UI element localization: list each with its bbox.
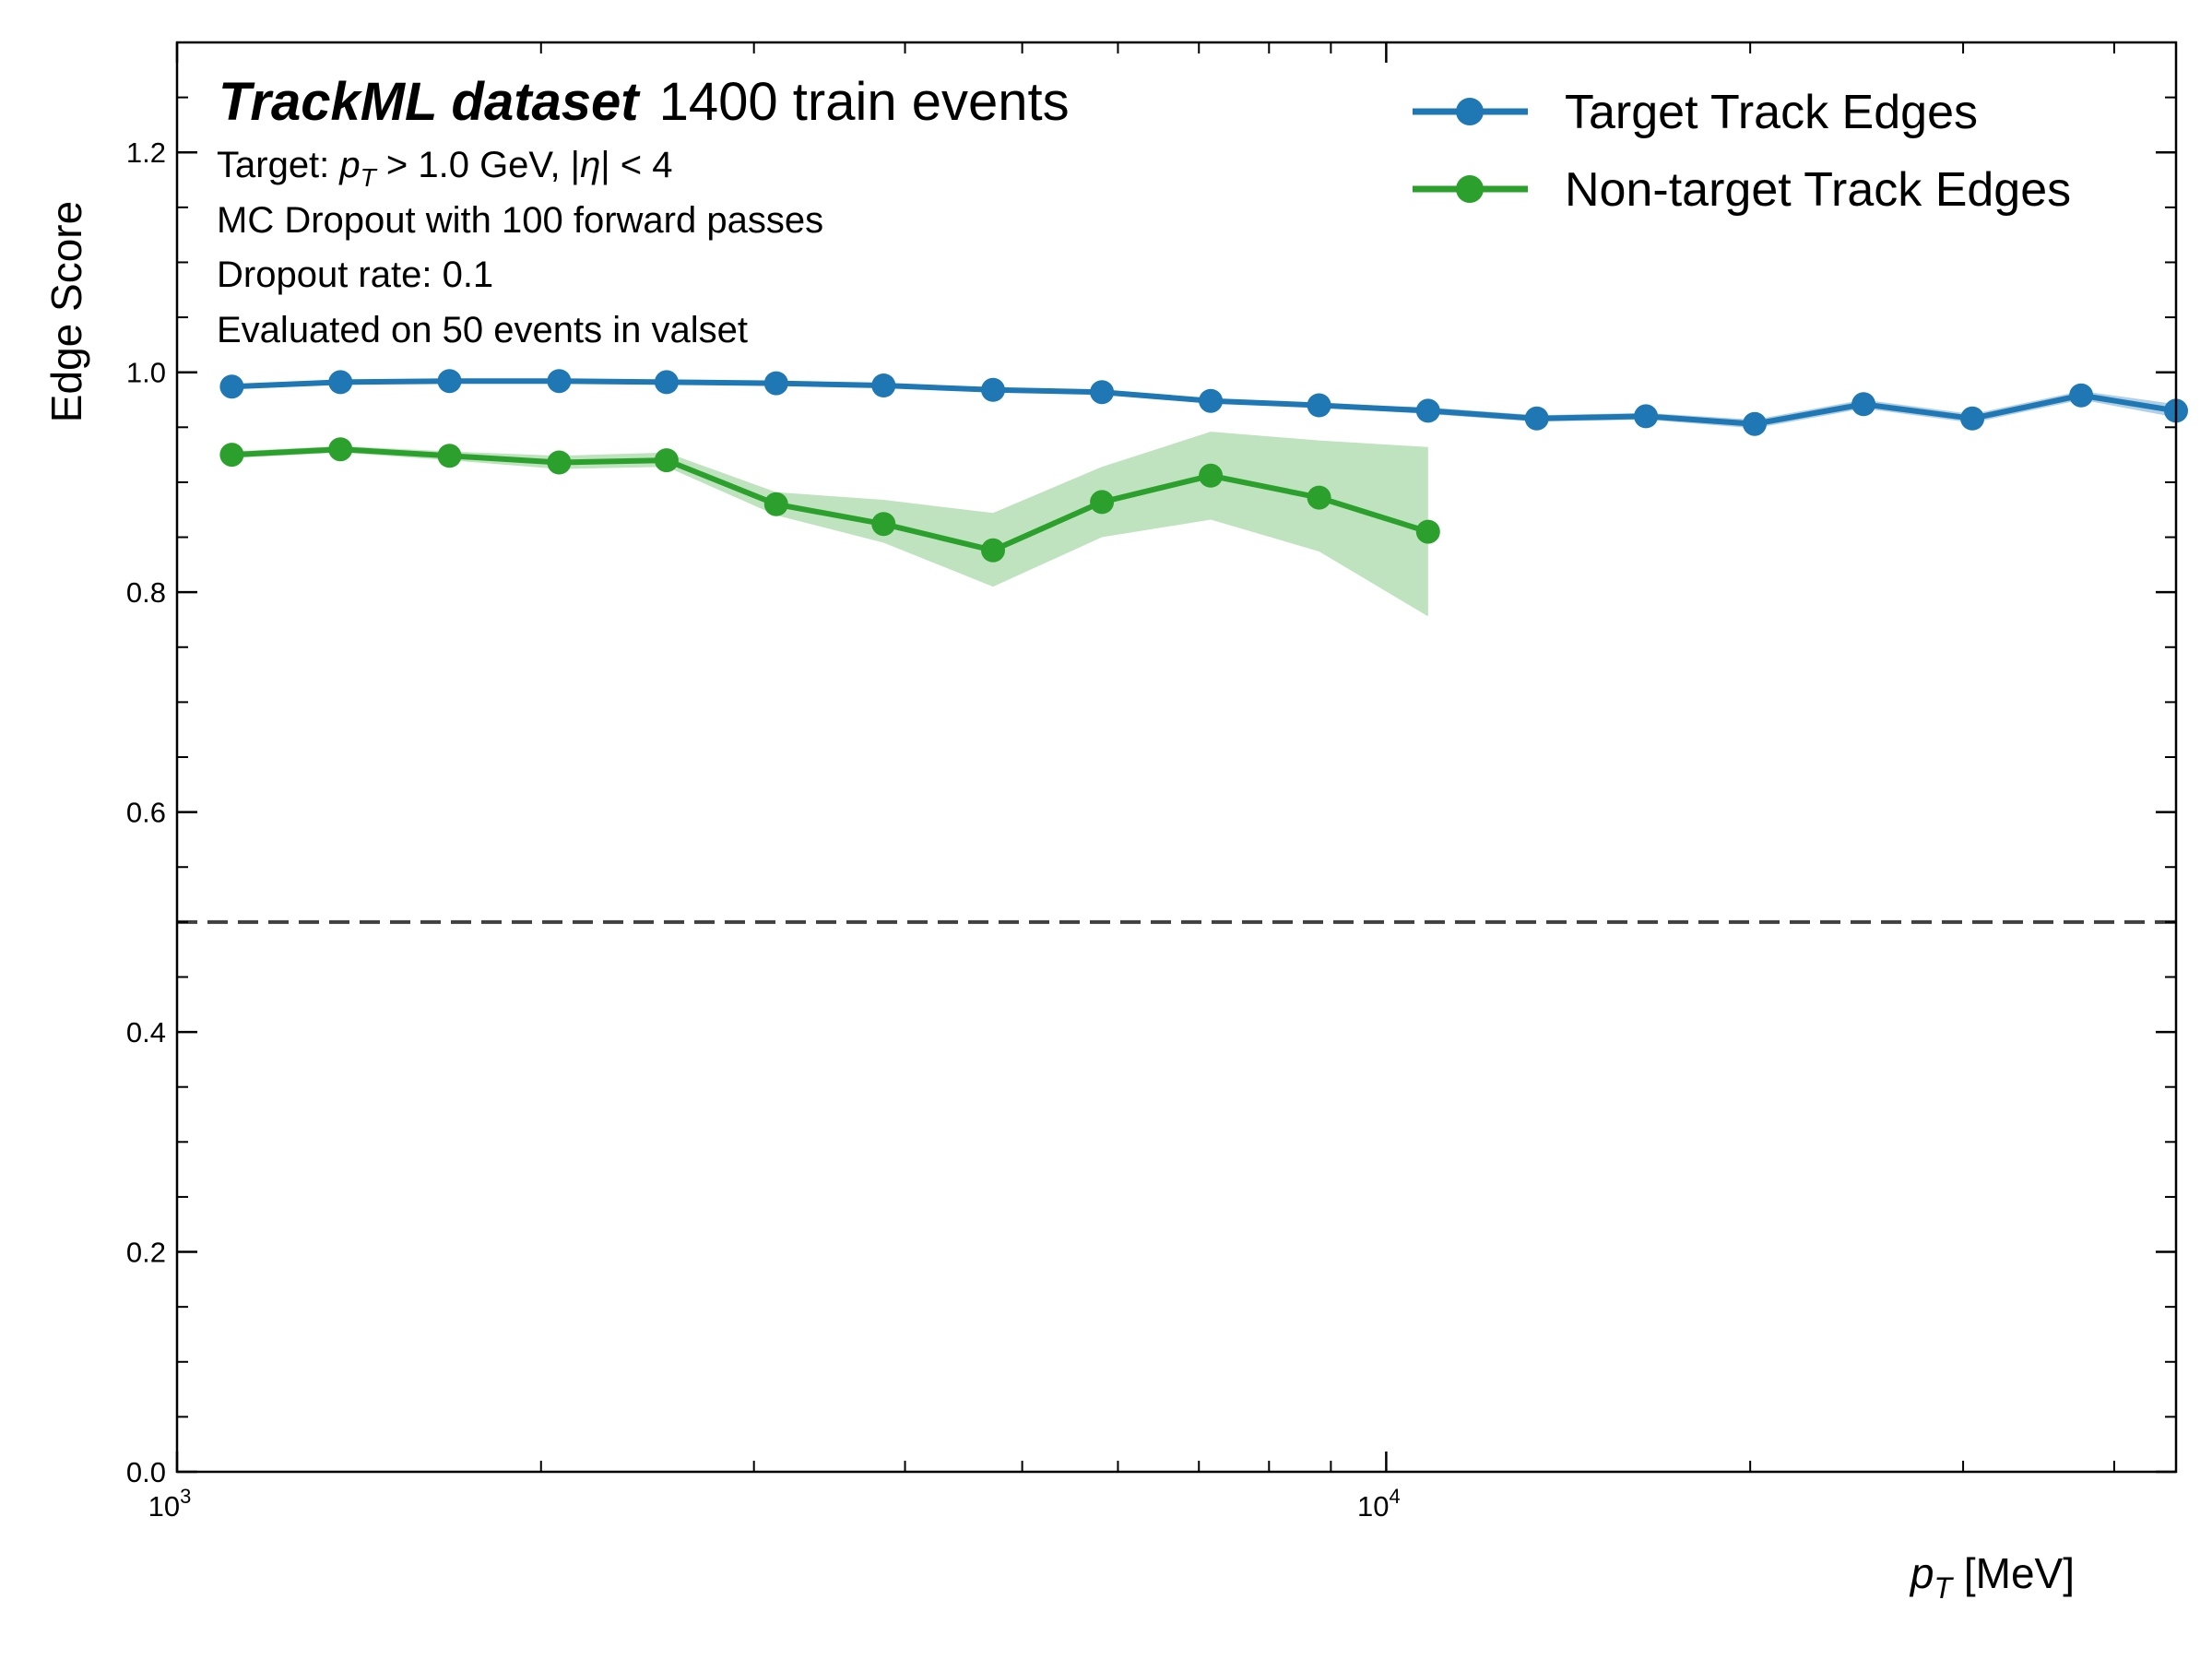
x-axis-label-sub: T (1934, 1571, 1955, 1605)
data-point-target (981, 377, 1005, 402)
data-point-target (654, 370, 679, 395)
x-tick-label-exp: 3 (180, 1485, 191, 1508)
annotation-target: Target: pT > 1.0 GeV, |η| < 4 (217, 145, 673, 192)
x-axis-label-symbol: p (1909, 1549, 1934, 1597)
data-point-target (1307, 393, 1331, 418)
data-point-target (1634, 404, 1659, 429)
data-point-non-target (981, 538, 1005, 563)
y-tick-label: 1.0 (126, 357, 166, 389)
data-point-target (219, 374, 244, 399)
annotation-target-rest: > 1.0 GeV, | (376, 145, 580, 185)
data-point-target (1199, 388, 1224, 413)
legend-label-non-target: Non-target Track Edges (1565, 163, 2071, 217)
data-point-non-target (1090, 490, 1115, 515)
data-point-non-target (871, 512, 896, 537)
data-point-target (1415, 398, 1440, 423)
x-tick-label-base: 10 (148, 1490, 180, 1523)
legend-marker-non-target (1456, 175, 1484, 203)
y-tick-label: 0.8 (126, 576, 166, 609)
annotation-target-tail: | < 4 (600, 145, 672, 185)
legend-label-target: Target Track Edges (1565, 86, 1978, 139)
data-point-non-target (1415, 519, 1440, 544)
data-point-non-target (219, 443, 244, 468)
data-point-non-target (763, 492, 788, 516)
data-point-target (1851, 392, 1876, 417)
annotation-target-pt-sub: T (361, 163, 378, 192)
annotation-target-prefix: Target: (217, 145, 339, 185)
data-point-target (871, 373, 896, 397)
data-point-target (1524, 406, 1549, 431)
annotation-line-2: MC Dropout with 100 forward passes (217, 200, 823, 241)
data-point-non-target (328, 437, 353, 462)
x-tick-label: 104 (1357, 1485, 1401, 1523)
band-non-target (231, 432, 1428, 617)
y-tick-label: 0.4 (126, 1016, 166, 1049)
annotation-line-4: Evaluated on 50 events in valset (217, 310, 748, 350)
chart-title-bold: TrackML dataset (219, 72, 641, 132)
data-point-non-target (547, 450, 572, 475)
bands-layer (231, 380, 2177, 617)
data-point-target (2069, 383, 2094, 408)
y-tick-label: 0.0 (126, 1456, 166, 1488)
data-point-non-target (437, 444, 462, 468)
chart-title-rest: 1400 train events (659, 72, 1070, 132)
x-axis-label-unit: [MeV] (1952, 1549, 2075, 1597)
data-point-non-target (654, 448, 679, 473)
legend-marker-target (1456, 98, 1484, 125)
data-point-target (547, 369, 572, 394)
x-tick-label-exp: 4 (1390, 1485, 1401, 1508)
data-point-target (328, 370, 353, 395)
y-tick-label: 1.2 (126, 136, 166, 169)
data-point-target (437, 369, 462, 394)
y-axis-label: Edge Score (42, 201, 90, 422)
data-point-non-target (1199, 463, 1224, 488)
series-line-non-target (231, 446, 1429, 553)
data-point-non-target (1307, 485, 1331, 510)
annotation-target-pt: p (338, 145, 360, 185)
annotation-line-3: Dropout rate: 0.1 (217, 255, 493, 295)
band-target (231, 380, 2177, 429)
data-point-target (1743, 411, 1767, 436)
points-layer (219, 369, 2188, 563)
y-tick-label: 0.2 (126, 1237, 166, 1269)
x-axis-label: pT [MeV] (1909, 1549, 2075, 1605)
y-tick-label: 0.6 (126, 797, 166, 829)
annotation-target-eta: η (580, 145, 600, 185)
legend: Target Track Edges Non-target Track Edge… (1413, 86, 2071, 217)
chart-title: TrackML dataset 1400 train events (219, 72, 1070, 132)
data-point-target (1960, 406, 1985, 431)
data-point-target (763, 371, 788, 396)
x-tick-label: 103 (148, 1485, 192, 1523)
data-point-target (1090, 380, 1115, 405)
x-tick-label-base: 10 (1357, 1490, 1389, 1523)
